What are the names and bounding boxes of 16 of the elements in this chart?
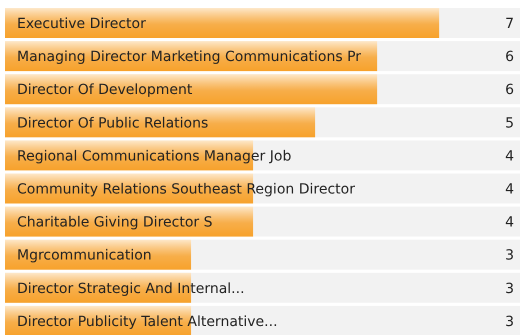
data-label: 3 [505, 280, 514, 297]
data-label: 4 [505, 182, 514, 198]
data-label: 5 [505, 115, 514, 132]
y-tick-label: Managing Director Marketing Communications Pr [17, 49, 362, 66]
data-label: 3 [505, 314, 514, 330]
data-label: 7 [505, 16, 514, 32]
data-label: 4 [505, 214, 514, 231]
y-tick-label: Director Of Public Relations [17, 115, 208, 132]
y-tick-label: Charitable Giving Director S [17, 214, 213, 231]
data-label: 6 [505, 82, 514, 98]
data-label: 4 [505, 148, 514, 164]
data-label: 6 [505, 49, 514, 66]
data-label: 3 [505, 248, 514, 264]
y-tick-label: Executive Director [17, 16, 146, 32]
y-tick-label: Director Of Development [17, 82, 193, 98]
y-tick-label: Mgrcommunication [17, 248, 152, 264]
